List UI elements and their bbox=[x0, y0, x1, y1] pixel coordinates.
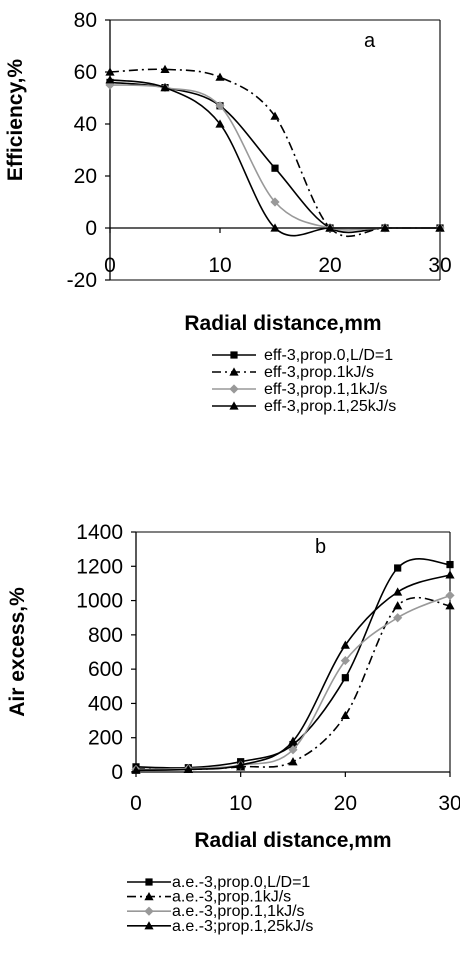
y-tick-label: 1400 bbox=[76, 521, 123, 544]
x-tick-label: 0 bbox=[104, 254, 116, 277]
chart-panel-b: 0 200 400 600 800 1000 1200 1400 0 10 20 30 Radial d… bbox=[6, 521, 460, 935]
y-tick-label: 1200 bbox=[76, 555, 123, 578]
y-tick-label: 20 bbox=[74, 165, 97, 188]
series-line-2 bbox=[109, 68, 440, 238]
y-tick-label: 200 bbox=[88, 727, 123, 750]
legend-marker bbox=[229, 367, 239, 376]
x-tick-label: 10 bbox=[208, 254, 231, 277]
x-axis-title: Radial distance,mm bbox=[194, 829, 391, 852]
legend-marker bbox=[144, 921, 154, 930]
legend-marker bbox=[229, 384, 239, 394]
x-axis-title: Radial distance,mm bbox=[184, 312, 381, 335]
legend-marker bbox=[144, 906, 154, 916]
data-point bbox=[393, 601, 403, 610]
y-axis-title: Efficiency,% bbox=[4, 59, 27, 181]
data-point bbox=[288, 745, 298, 755]
legend-marker bbox=[230, 351, 238, 359]
panel-label: a bbox=[364, 30, 376, 52]
x-tick-label: 30 bbox=[438, 792, 460, 815]
legend-label: eff-3,prop.1kJ/s bbox=[264, 364, 374, 381]
x-tick-label: 20 bbox=[334, 792, 357, 815]
legend-label: eff-3,prop.1,25kJ/s bbox=[264, 398, 396, 415]
data-point bbox=[340, 640, 350, 649]
y-tick-label: -20 bbox=[67, 269, 97, 292]
x-tick-label: 10 bbox=[229, 792, 252, 815]
y-tick-label: 40 bbox=[74, 113, 97, 136]
legend-label: a.e.-3,prop.1,1kJ/s bbox=[172, 903, 305, 920]
data-point bbox=[131, 765, 141, 774]
x-tick-label: 0 bbox=[130, 792, 142, 815]
data-point bbox=[160, 64, 170, 73]
chart-panel-a: -20 0 20 40 60 80 0 10 20 30 Radial distance,mm Eff… bbox=[4, 9, 452, 415]
legend-marker bbox=[229, 401, 239, 410]
y-tick-label: 0 bbox=[111, 761, 123, 784]
data-point bbox=[236, 760, 246, 769]
y-tick-label: 400 bbox=[88, 692, 123, 715]
series-line-3 bbox=[109, 84, 440, 231]
y-tick-label: 800 bbox=[88, 624, 123, 647]
data-point bbox=[446, 560, 454, 569]
data-point bbox=[270, 223, 280, 232]
data-point bbox=[215, 72, 225, 81]
data-point bbox=[435, 223, 445, 232]
series-line-1 bbox=[109, 81, 440, 234]
y-tick-label: 80 bbox=[74, 9, 97, 32]
data-point bbox=[183, 764, 193, 774]
data-point bbox=[270, 197, 280, 207]
data-point bbox=[340, 710, 350, 720]
data-point bbox=[160, 83, 170, 92]
legend-marker bbox=[145, 878, 153, 886]
data-point bbox=[394, 564, 402, 572]
y-tick-label: 600 bbox=[88, 658, 123, 681]
legend-label: eff-3,prop.0,L/D=1 bbox=[264, 347, 393, 364]
panel-label: b bbox=[315, 536, 326, 558]
x-tick-label: 30 bbox=[428, 254, 451, 277]
data-point bbox=[215, 101, 225, 111]
data-point bbox=[105, 67, 115, 76]
x-tick-label: 20 bbox=[318, 254, 341, 277]
data-point bbox=[325, 223, 335, 232]
legend-label: a.e.-3,prop.1kJ/s bbox=[172, 889, 291, 906]
data-point bbox=[341, 674, 349, 682]
data-point bbox=[215, 119, 225, 128]
y-tick-label: 60 bbox=[74, 61, 97, 84]
data-point bbox=[288, 736, 298, 745]
data-point bbox=[445, 601, 455, 610]
data-point bbox=[288, 757, 298, 766]
data-point bbox=[270, 111, 280, 120]
data-point bbox=[271, 164, 279, 172]
y-axis-title: Air excess,% bbox=[6, 587, 29, 717]
series-line-4 bbox=[109, 79, 440, 237]
data-point bbox=[380, 223, 390, 232]
y-tick-label: 1000 bbox=[76, 590, 123, 613]
data-point bbox=[393, 587, 403, 596]
data-point bbox=[393, 613, 403, 623]
legend-marker bbox=[144, 892, 154, 901]
y-tick-label: 0 bbox=[85, 217, 97, 240]
data-point bbox=[105, 75, 115, 84]
data-point bbox=[340, 655, 350, 666]
legend-label: eff-3,prop.1,1kJ/s bbox=[264, 381, 387, 398]
data-point bbox=[445, 570, 455, 579]
data-point bbox=[445, 590, 455, 601]
legend-label: a.e.-3,prop.0,L/D=1 bbox=[172, 874, 310, 891]
data-point bbox=[105, 80, 115, 90]
legend-label: a.e.-3;prop.1,25kJ/s bbox=[172, 918, 313, 935]
